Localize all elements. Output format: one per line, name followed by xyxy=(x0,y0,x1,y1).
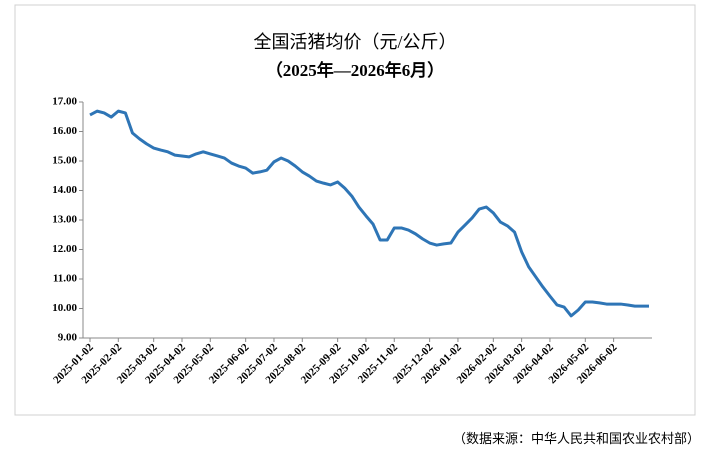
y-tick-label: 10.00 xyxy=(52,302,77,314)
y-tick-label: 16.00 xyxy=(52,125,77,137)
y-tick-label: 11.00 xyxy=(53,273,78,285)
chart-title: 全国活猪均价（元/公斤） xyxy=(254,32,457,52)
y-tick-label: 9.00 xyxy=(58,332,78,344)
y-tick-label: 15.00 xyxy=(52,155,77,167)
source-note: （数据来源：中华人民共和国农业农村部） xyxy=(453,431,700,446)
y-tick-label: 14.00 xyxy=(52,184,77,196)
y-tick-label: 12.00 xyxy=(52,243,77,255)
price-line xyxy=(89,109,649,318)
chart-frame xyxy=(14,4,696,416)
y-tick-label: 17.00 xyxy=(52,96,77,108)
y-tick-label: 13.00 xyxy=(52,214,77,226)
chart-subtitle: （2025年—2026年6月） xyxy=(266,60,445,80)
